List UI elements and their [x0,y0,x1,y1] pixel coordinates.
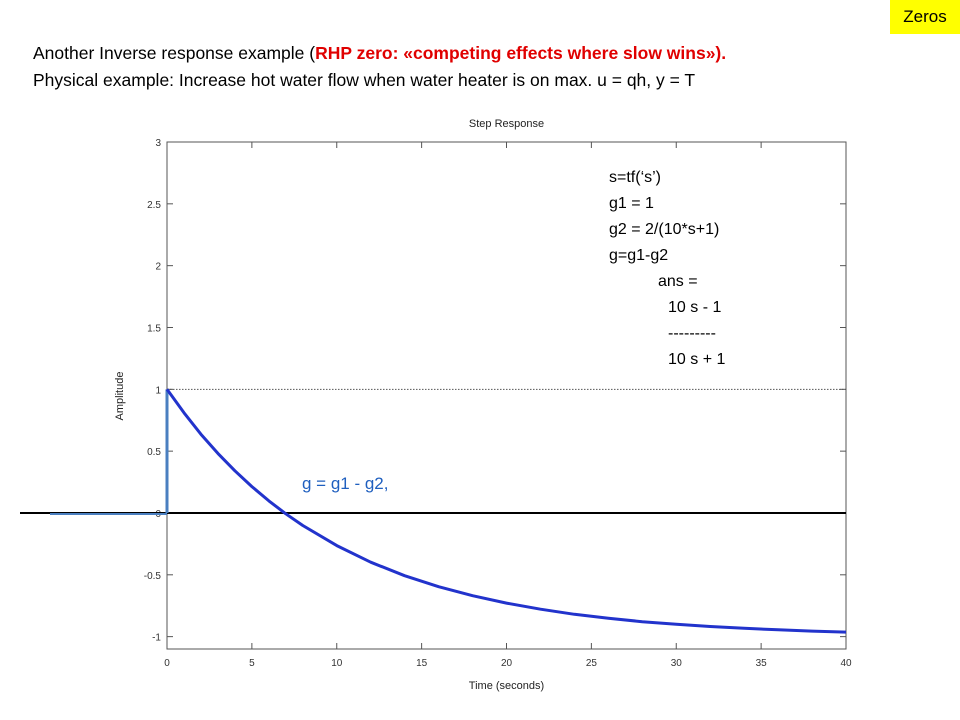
annotation-code-line: s=tf(‘s’) [609,169,661,186]
chart-title: Step Response [469,118,544,130]
annotation-code-line: g=g1-g2 [609,247,668,264]
annotation-code-line: ans = [658,273,698,290]
heading-highlight: RHP zero: «competing effects where slow … [315,43,727,63]
heading-line-1: Another Inverse response example (RHP ze… [33,40,948,67]
annotation-code-line: g2 = 2/(10*s+1) [609,221,719,238]
slide-heading: Another Inverse response example (RHP ze… [33,40,948,94]
x-tick-label: 40 [840,658,852,669]
x-tick-label: 0 [164,658,170,669]
y-tick-label: 1.5 [147,323,161,334]
zeros-tag: Zeros [890,0,960,34]
annotation-code-line: 10 s - 1 [668,299,721,316]
plot-frame [166,141,847,650]
y-axis-label: Amplitude [114,372,126,421]
equation-annotation: g = g1 - g2, [302,474,388,493]
x-tick-label: 35 [756,658,768,669]
heading-line-2: Physical example: Increase hot water flo… [33,70,696,90]
y-tick-label: 2.5 [147,200,161,211]
x-tick-label: 10 [331,658,343,669]
y-tick-label: 3 [155,138,161,149]
heading-prefix: Another Inverse response example ( [33,43,316,63]
x-axis-label: Time (seconds) [469,680,544,692]
x-tick-label: 15 [416,658,428,669]
x-tick-label: 30 [671,658,683,669]
y-tick-label: -0.5 [144,571,162,582]
x-tick-label: 25 [586,658,598,669]
y-tick-label: -1 [152,633,161,644]
step-response-line [165,388,847,634]
y-tick-label: 1 [155,385,161,396]
annotation-code-line: g1 = 1 [609,195,654,212]
x-tick-label: 5 [249,658,255,669]
y-tick-label: 2 [155,262,161,273]
y-tick-label: 0.5 [147,447,161,458]
x-tick-label: 20 [501,658,513,669]
annotation-code-line: 10 s + 1 [668,351,725,368]
annotation-code-line: --------- [668,325,716,342]
